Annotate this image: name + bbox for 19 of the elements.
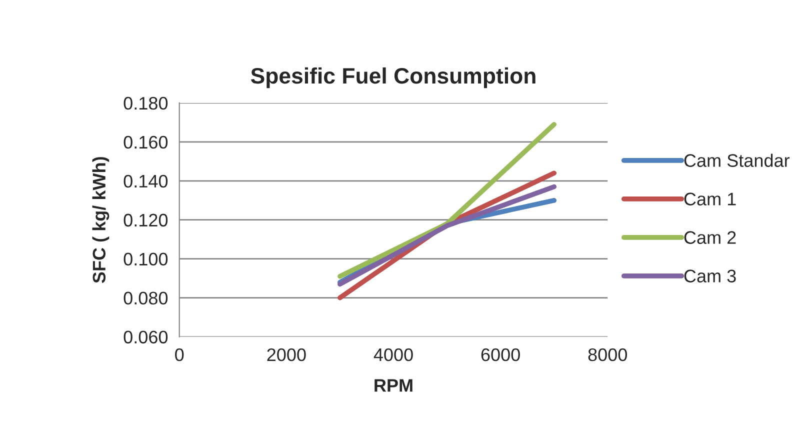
y-tick-label: 0.120 <box>124 214 168 227</box>
legend-label: Cam 3 <box>684 270 736 282</box>
y-tick-label: 0.060 <box>124 330 168 344</box>
legend-label: Cam 2 <box>684 231 736 244</box>
y-tick-label: 0.140 <box>124 174 168 188</box>
y-tick-label: 0.180 <box>124 96 168 110</box>
x-tick-label: 0 <box>175 348 184 362</box>
y-tick-label: 0.080 <box>124 292 168 305</box>
y-axis-title: SFC ( kg/ kWh) <box>92 157 110 284</box>
legend-label: Cam Standar <box>684 154 790 167</box>
x-axis-title: RPM <box>374 379 412 392</box>
x-tick-label: 6000 <box>481 348 520 362</box>
legend-label: Cam 1 <box>684 192 736 206</box>
y-tick-label: 0.160 <box>124 136 168 149</box>
x-tick-label: 4000 <box>374 348 413 362</box>
chart-title: Spesific Fuel Consumption <box>250 67 536 88</box>
x-tick-label: 8000 <box>588 348 627 362</box>
x-tick-label: 2000 <box>267 348 306 362</box>
y-tick-label: 0.100 <box>124 252 168 266</box>
